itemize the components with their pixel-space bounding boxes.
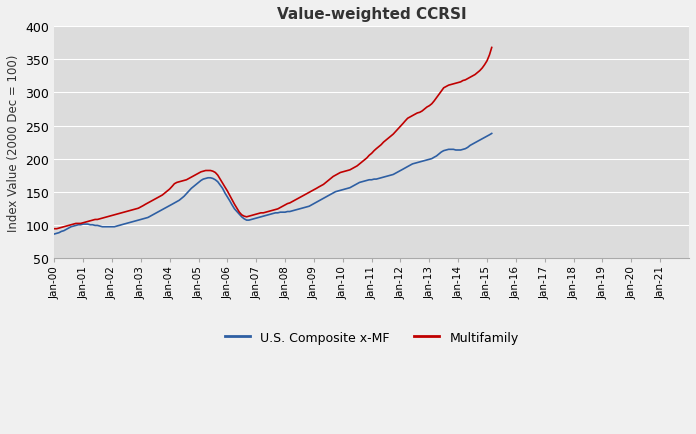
Title: Value-weighted CCRSI: Value-weighted CCRSI [277, 7, 466, 22]
Y-axis label: Index Value (2000 Dec = 100): Index Value (2000 Dec = 100) [7, 54, 20, 231]
Legend: U.S. Composite x-MF, Multifamily: U.S. Composite x-MF, Multifamily [220, 326, 523, 349]
